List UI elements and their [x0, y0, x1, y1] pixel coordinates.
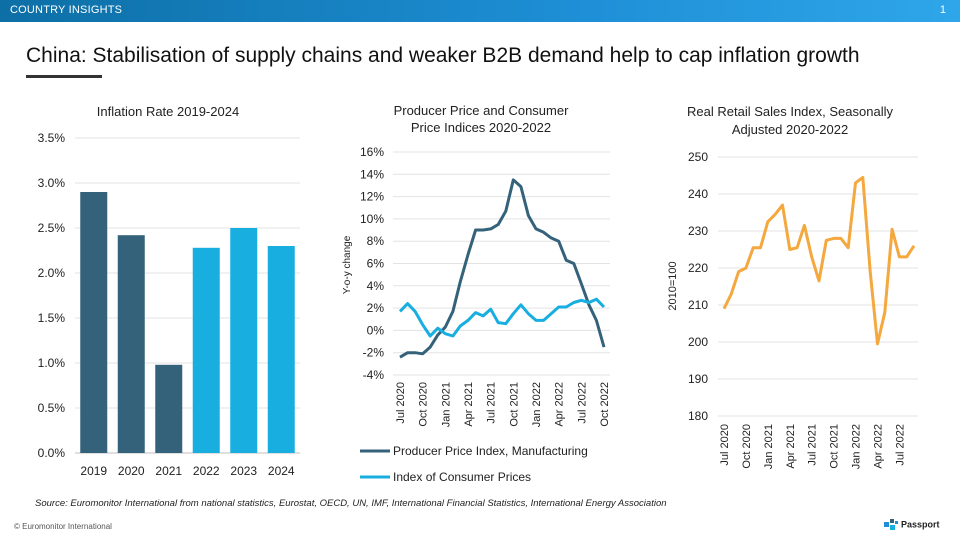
chart1-bar-2019: [80, 192, 108, 453]
chart2-ytick-label: 2%: [367, 301, 385, 315]
chart2-series-ppi: [399, 178, 606, 359]
title-underline: [26, 75, 102, 78]
passport-label: Passport: [901, 519, 940, 530]
chart1-xtick-label: 2021: [155, 464, 182, 478]
chart2-ytick-label: 6%: [367, 257, 385, 271]
top-banner: COUNTRY INSIGHTS 1: [0, 0, 960, 22]
chart2-xtick-label: Jul 2021: [486, 382, 498, 424]
chart2-ytick-label: 12%: [360, 190, 384, 204]
chart2-ytick-label: 14%: [360, 167, 384, 181]
chart2-ylabel: Y-o-y change: [342, 235, 353, 294]
chart3-ytick-label: 190: [688, 372, 708, 386]
chart1-xtick-label: 2024: [268, 464, 295, 478]
chart1-ytick-label: 0.0%: [38, 446, 66, 460]
passport-icon: [884, 519, 898, 530]
chart1-xtick-label: 2020: [118, 464, 145, 478]
chart2-xtick-label: Oct 2021: [508, 382, 520, 427]
chart1-bar-2020: [117, 235, 145, 453]
chart3-title-line: Real Retail Sales Index, Seasonally: [687, 104, 893, 119]
chart3-xtick-label: Jan 2021: [763, 424, 775, 469]
chart3-ytick-label: 230: [688, 224, 708, 238]
section-label: COUNTRY INSIGHTS: [10, 4, 123, 16]
chart2-ytick-label: 10%: [360, 212, 384, 226]
chart3-series-retail-sales: [722, 175, 916, 346]
chart3-title-line: Adjusted 2020-2022: [732, 122, 848, 137]
page-number: 1: [939, 4, 946, 16]
chart3-xtick-label: Oct 2021: [829, 424, 841, 469]
chart3-ytick-label: 200: [688, 335, 708, 349]
chart2-ytick-label: 8%: [367, 234, 385, 248]
chart2-ytick-label: -2%: [363, 346, 385, 360]
passport-logo: Passport: [884, 519, 940, 531]
chart2-xtick-label: Jul 2020: [395, 382, 407, 424]
chart3-ylabel: 2010=100: [667, 261, 679, 310]
chart1-ytick-label: 0.5%: [38, 401, 66, 415]
chart2-legend-label: Producer Price Index, Manufacturing: [393, 444, 588, 458]
chart2-xtick-label: Jan 2021: [440, 382, 452, 427]
chart3-xtick-label: Jul 2022: [894, 424, 906, 466]
chart2-ytick-label: 0%: [367, 323, 385, 337]
chart2-title-line: Producer Price and Consumer: [394, 103, 570, 118]
chart2-ytick-label: -4%: [363, 368, 385, 382]
chart3-ytick-label: 240: [688, 187, 708, 201]
chart3-xtick-label: Jul 2021: [807, 424, 819, 466]
chart3-xtick-label: Jul 2020: [719, 424, 731, 466]
chart1-ytick-label: 3.0%: [38, 176, 66, 190]
chart3-xtick-label: Apr 2022: [872, 424, 884, 469]
chart1-bar-2024: [267, 246, 295, 453]
chart1-ytick-label: 2.5%: [38, 221, 66, 235]
chart2-xtick-label: Apr 2022: [554, 382, 566, 427]
chart2-xtick-label: Apr 2021: [463, 382, 475, 427]
chart2-ytick-label: 4%: [367, 279, 385, 293]
chart2-legend-label: Index of Consumer Prices: [393, 470, 531, 484]
chart1-ytick-label: 3.5%: [38, 131, 66, 145]
chart3-ytick-label: 180: [688, 409, 708, 423]
chart3-ytick-label: 210: [688, 298, 708, 312]
chart1-ytick-label: 1.5%: [38, 311, 66, 325]
chart3-ytick-label: 220: [688, 261, 708, 275]
chart1-xtick-label: 2019: [80, 464, 107, 478]
chart1-bar-2022: [192, 247, 220, 453]
page-title: China: Stabilisation of supply chains an…: [26, 44, 860, 67]
chart2-xtick-label: Jul 2022: [576, 382, 588, 424]
chart2-title-line: Price Indices 2020-2022: [411, 120, 551, 135]
chart1-xtick-label: 2022: [193, 464, 220, 478]
chart1-ytick-label: 1.0%: [38, 356, 66, 370]
chart1-xtick-label: 2023: [230, 464, 257, 478]
chart3-ytick-label: 250: [688, 150, 708, 164]
chart2-ytick-label: 16%: [360, 145, 384, 159]
chart2-xtick-label: Oct 2020: [418, 382, 430, 427]
chart2-series-cpi: [398, 297, 606, 338]
chart1-bar-2021: [155, 364, 183, 453]
source-note: Source: Euromonitor International from n…: [35, 498, 667, 509]
chart1-bar-2023: [230, 228, 258, 453]
chart3-xtick-label: Oct 2020: [741, 424, 753, 469]
chart3-xtick-label: Jan 2022: [851, 424, 863, 469]
chart2-xtick-label: Oct 2022: [599, 382, 611, 427]
chart1-title: Inflation Rate 2019-2024: [97, 104, 239, 119]
copyright: © Euromonitor International: [14, 522, 112, 531]
chart1-ytick-label: 2.0%: [38, 266, 66, 280]
chart2-xtick-label: Jan 2022: [531, 382, 543, 427]
chart3-xtick-label: Apr 2021: [785, 424, 797, 469]
